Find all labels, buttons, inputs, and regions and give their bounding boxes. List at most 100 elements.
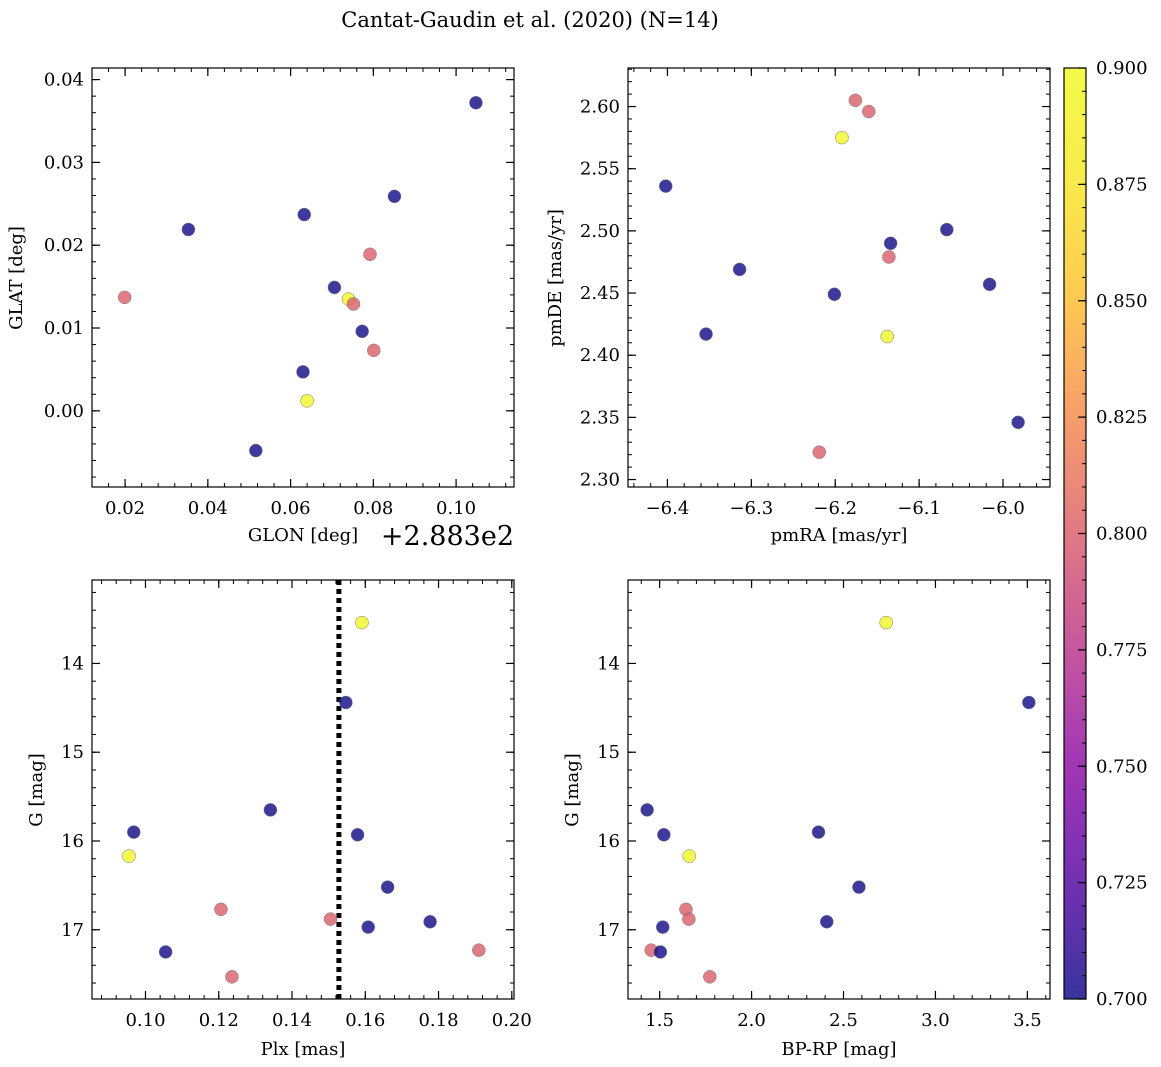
colorbar-tick-label: 0.875: [1096, 174, 1148, 195]
colorbar-tick-label: 0.850: [1096, 291, 1148, 312]
pmra-pmde-data-point: [882, 250, 896, 264]
pmra-pmde-y-tick-label: 2.45: [580, 283, 620, 304]
colorbar-tick-label: 0.900: [1096, 58, 1148, 79]
bprp-g-axes-frame: [627, 579, 1051, 1000]
pmra-pmde-x-tick-label: −6.4: [646, 498, 690, 519]
glon-glat-axes-frame: [91, 67, 515, 488]
plx-g-data-point: [350, 828, 365, 842]
glon-glat-data-point: [300, 394, 314, 408]
plx-g-data-point: [158, 945, 173, 959]
pmra-pmde-data-point: [862, 104, 876, 119]
glon-glat-y-tick-label: 0.03: [44, 152, 84, 173]
bprp-g-y-tick-label: 15: [597, 742, 620, 763]
glon-glat-data-point: [469, 96, 483, 110]
plx-g-y-tick-label: 17: [61, 920, 84, 941]
plx-g-axes-frame: [91, 579, 515, 1000]
plx-g-xlabel: Plx [mas]: [261, 1039, 346, 1060]
colorbar-tick-label: 0.800: [1096, 524, 1148, 545]
plx-g-ylabel: G [mag]: [26, 753, 47, 826]
pmra-pmde-data-point: [732, 262, 747, 277]
pmra-pmde-y-tick-label: 2.55: [580, 159, 620, 180]
plx-g-data-point: [355, 615, 369, 630]
glon-glat-x-tick-label: 0.06: [271, 498, 311, 519]
colorbar-tick-label: 0.825: [1096, 407, 1148, 428]
pmra-pmde-axes-frame: [627, 67, 1051, 488]
glon-glat-data-point: [297, 207, 311, 222]
pmra-pmde-y-tick-label: 2.50: [580, 221, 620, 242]
plx-g-data-point: [122, 849, 136, 863]
plx-g-data-point: [214, 902, 228, 917]
bprp-g-panel: BP-RP [mag] G [mag] 1.5 2.0 2.5 3.0 3.5 14 15 1…: [562, 579, 1051, 1060]
pmra-pmde-data-point: [659, 179, 673, 193]
bprp-g-data-point: [820, 915, 834, 929]
plx-g-x-tick-label: 0.12: [199, 1010, 239, 1031]
plx-g-x-tick-label: 0.16: [345, 1010, 385, 1031]
bprp-g-data-point: [682, 849, 696, 863]
plx-g-data-point: [361, 920, 375, 934]
bprp-g-y-tick-label: 14: [597, 653, 620, 674]
colorbar: 0.700 0.725 0.750 0.775 0.800 0.825 0.850 0.875…: [1063, 58, 1148, 1010]
bprp-g-y-tick-label: 17: [597, 920, 620, 941]
colorbar-tick-label: 0.750: [1096, 756, 1148, 777]
glon-glat-data-point: [346, 297, 361, 311]
bprp-g-x-tick-label: 1.5: [645, 1010, 674, 1031]
plx-g-data-point: [472, 943, 486, 957]
glon-glat-data-point: [117, 290, 132, 305]
bprp-g-x-tick-label: 3.5: [1013, 1010, 1042, 1031]
plx-g-y-tick-label: 15: [61, 742, 84, 763]
pmra-pmde-x-tick-label: −6.2: [813, 498, 857, 519]
pmra-pmde-y-tick-label: 2.35: [580, 407, 620, 428]
glon-glat-x-tick-label: 0.04: [188, 498, 228, 519]
glon-glat-xlabel: GLON [deg]: [248, 525, 358, 546]
glon-glat-y-tick-label: 0.04: [44, 70, 84, 91]
glon-glat-x-tick-label: 0.08: [353, 498, 393, 519]
glon-glat-data-point: [363, 247, 377, 262]
pmra-pmde-data-point: [812, 445, 827, 459]
pmra-pmde-data-point: [880, 329, 894, 344]
pmra-pmde-x-tick-label: −6.3: [729, 498, 773, 519]
glon-glat-data-point: [327, 280, 342, 295]
glon-glat-data-point: [366, 343, 381, 358]
pmra-pmde-x-tick-label: −6.1: [897, 498, 941, 519]
plx-g-data-point: [263, 803, 278, 817]
plx-g-data-point: [127, 825, 141, 839]
pmra-pmde-panel: pmRA [mas/yr] pmDE [mas/yr] −6.4 −6.3 −6.2…: [545, 67, 1051, 546]
colorbar-tick-label: 0.700: [1096, 989, 1148, 1010]
bprp-g-ylabel: G [mag]: [562, 753, 583, 826]
bprp-g-x-tick-label: 2.5: [829, 1010, 858, 1031]
plx-g-y-tick-label: 16: [61, 831, 84, 852]
glon-glat-y-tick-label: 0.02: [44, 235, 84, 256]
colorbar-tick-label: 0.725: [1096, 873, 1148, 894]
glon-glat-data-point: [181, 222, 196, 237]
plx-g-data-point: [423, 915, 437, 929]
pmra-pmde-y-tick-label: 2.30: [580, 470, 620, 491]
plx-g-x-tick-label: 0.10: [125, 1010, 165, 1031]
glon-offset-label: +2.883e2: [381, 521, 514, 552]
pmra-pmde-y-tick-label: 2.60: [580, 97, 620, 118]
bprp-g-xlabel: BP-RP [mag]: [781, 1039, 896, 1060]
glon-glat-x-tick-label: 0.02: [105, 498, 145, 519]
bprp-g-data-point: [879, 615, 893, 630]
plx-g-x-tick-label: 0.14: [272, 1010, 312, 1031]
pmra-pmde-y-tick-label: 2.40: [580, 345, 620, 366]
plx-g-x-tick-label: 0.18: [418, 1010, 458, 1031]
colorbar-tick-label: 0.775: [1096, 640, 1148, 661]
plx-g-data-point: [380, 880, 395, 894]
bprp-g-x-tick-label: 2.0: [737, 1010, 766, 1031]
pmra-pmde-data-point: [699, 327, 713, 341]
pmra-pmde-data-point: [982, 277, 997, 292]
pmra-pmde-data-point: [883, 236, 898, 251]
bprp-g-data-point: [682, 912, 696, 926]
glon-glat-data-point: [355, 324, 369, 339]
glon-glat-ylabel: GLAT [deg]: [6, 226, 27, 330]
bprp-g-data-point: [653, 945, 668, 959]
glon-glat-panel: GLON [deg] GLAT [deg] +2.883e2 0.02 0.04 0…: [6, 67, 515, 552]
bprp-g-data-point: [703, 970, 717, 984]
pmra-pmde-data-point: [1011, 415, 1025, 430]
glon-glat-y-tick-label: 0.01: [44, 318, 84, 339]
pmra-pmde-x-tick-label: −6.0: [981, 498, 1025, 519]
bprp-g-data-point: [657, 828, 671, 842]
glon-glat-y-tick-label: 0.00: [44, 401, 84, 422]
pmra-pmde-xlabel: pmRA [mas/yr]: [771, 525, 908, 546]
bprp-g-data-point: [640, 803, 654, 817]
